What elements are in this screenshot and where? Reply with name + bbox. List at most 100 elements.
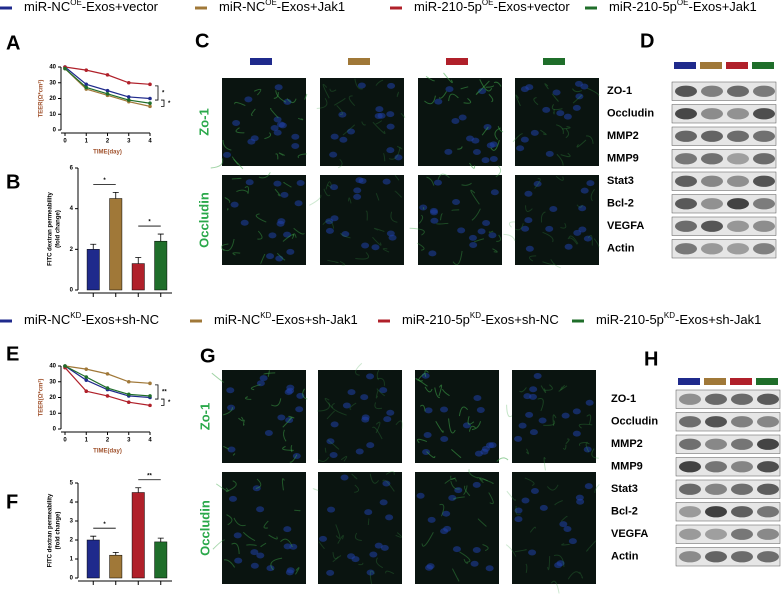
fiber (528, 255, 537, 262)
protein-label: VEGFA (607, 220, 644, 232)
band (731, 506, 753, 518)
significance-label: * (168, 400, 171, 406)
fiber (210, 158, 224, 169)
fiber (331, 402, 347, 416)
band (705, 528, 727, 540)
fiber (377, 377, 385, 386)
fiber (318, 541, 325, 550)
fiber (226, 514, 233, 526)
fiber (560, 515, 568, 522)
fiber (505, 544, 517, 557)
fiber (448, 93, 459, 102)
fiber (281, 478, 285, 491)
blot-strip (675, 389, 781, 409)
nucleus (329, 151, 338, 158)
nucleus (578, 226, 587, 233)
nucleus (380, 544, 389, 551)
fiber (316, 97, 328, 109)
nucleus (451, 117, 460, 124)
nucleus (473, 394, 482, 401)
nucleus (529, 429, 538, 436)
band (705, 483, 727, 495)
significance-label: * (103, 522, 106, 528)
y-tick-label: 2 (70, 247, 74, 253)
fiber (250, 384, 261, 391)
fiber (372, 236, 382, 246)
nucleus (256, 506, 265, 513)
fiber (424, 370, 429, 377)
significance-label: ** (162, 390, 167, 396)
fiber (270, 557, 283, 571)
legend-text: KD (260, 311, 271, 320)
fiber (481, 126, 489, 136)
fiber (215, 483, 229, 492)
nucleus (283, 231, 292, 238)
fiber (468, 425, 476, 432)
significance-label: * (168, 101, 171, 107)
nucleus (340, 474, 349, 481)
fiber (222, 139, 232, 151)
nucleus (259, 375, 268, 382)
fiber (578, 423, 593, 429)
legend-text: miR-NC (24, 0, 70, 14)
panel-label: H (644, 348, 658, 370)
legend-label: miR-210-5pKD-Exos+sh-Jak1 (596, 311, 761, 327)
nucleus (244, 96, 253, 103)
band (757, 416, 779, 428)
legend-text: -Exos+vector (82, 0, 159, 14)
fiber (451, 448, 462, 459)
y-tick-label: 40 (49, 364, 56, 370)
nucleus (386, 147, 395, 154)
nucleus (227, 404, 236, 411)
fiber (418, 372, 426, 382)
nucleus (556, 110, 565, 117)
nucleus (452, 546, 461, 553)
fiber (547, 556, 551, 571)
x-tick-label: 3 (127, 139, 131, 145)
fiber (422, 206, 425, 210)
fiber (553, 554, 565, 567)
nucleus (266, 253, 275, 260)
nucleus (278, 122, 287, 129)
fiber (576, 139, 587, 148)
nucleus (585, 399, 594, 406)
nucleus (521, 497, 530, 504)
fiber (540, 211, 546, 223)
fiber (419, 404, 426, 412)
y-tick-label: 3 (70, 519, 74, 525)
nucleus (273, 180, 282, 187)
fiber (382, 479, 395, 492)
nucleus (327, 506, 336, 513)
band (679, 416, 701, 428)
legend-label: miR-210-5pOE-Exos+Jak1 (609, 0, 757, 14)
nucleus (485, 565, 494, 572)
fiber (231, 156, 239, 165)
protein-label: MMP2 (611, 438, 643, 450)
nucleus (533, 372, 542, 379)
nucleus (286, 384, 295, 391)
fiber (448, 418, 456, 434)
legend-label: miR-NCKD-Exos+sh-Jak1 (214, 311, 358, 327)
legend-label: miR-210-5pOE-Exos+vector (414, 0, 570, 14)
bar (86, 539, 100, 579)
nucleus (575, 93, 584, 100)
fiber (587, 87, 600, 97)
data-point (84, 85, 89, 90)
protein-label: Occludin (607, 108, 654, 120)
legend-label: miR-210-5pKD-Exos+sh-NC (402, 311, 559, 327)
nucleus (386, 123, 395, 130)
nucleus (476, 407, 485, 414)
bar (154, 541, 168, 579)
band (679, 506, 701, 518)
bar (131, 492, 145, 579)
fiber (282, 417, 293, 428)
fiber (245, 396, 252, 400)
band (753, 243, 775, 255)
fiber (223, 559, 236, 568)
band (675, 175, 697, 187)
nucleus (232, 120, 241, 127)
x-axis-label: TIME(day) (93, 150, 122, 156)
x-axis-label: TIME(day) (93, 449, 122, 455)
nucleus (289, 543, 298, 550)
data-point (84, 389, 89, 394)
